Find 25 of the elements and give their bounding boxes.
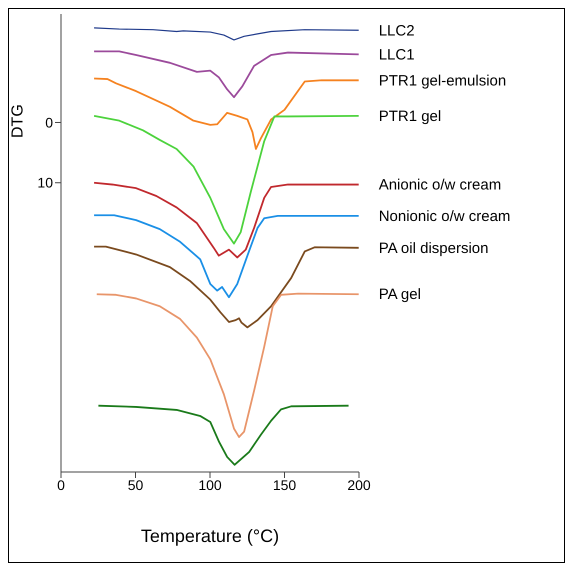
x-tick-label: 0	[57, 476, 66, 493]
line-series	[93, 246, 359, 328]
line-series	[93, 50, 359, 98]
x-tick-label: 200	[347, 476, 371, 493]
series-label: Anionic o/w cream	[378, 176, 502, 194]
series-label: Nonionic o/w cream	[378, 208, 510, 225]
series-label: PA oil dispersion	[378, 240, 488, 257]
line-series	[93, 114, 359, 245]
x-tick-label: 150	[272, 476, 296, 493]
y-tick-label: 10	[37, 174, 54, 191]
x-tick-label: 50	[128, 476, 144, 493]
line-series	[93, 27, 359, 41]
series-label: LLC1	[378, 46, 415, 64]
line-series	[96, 292, 359, 438]
line-series	[93, 78, 359, 150]
y-axis-title: DTG	[10, 104, 27, 138]
line-series	[93, 182, 359, 258]
line-series	[93, 214, 359, 298]
series-label: PTR1 gel-emulsion	[378, 72, 506, 90]
series-label: LLC2	[378, 22, 415, 40]
series-label: PA gel	[378, 286, 421, 304]
line-series	[98, 404, 350, 466]
x-axis-title: Temperature (°C)	[140, 526, 280, 546]
x-tick-label: 100	[198, 476, 222, 493]
series-label: PTR1 gel	[378, 108, 442, 125]
